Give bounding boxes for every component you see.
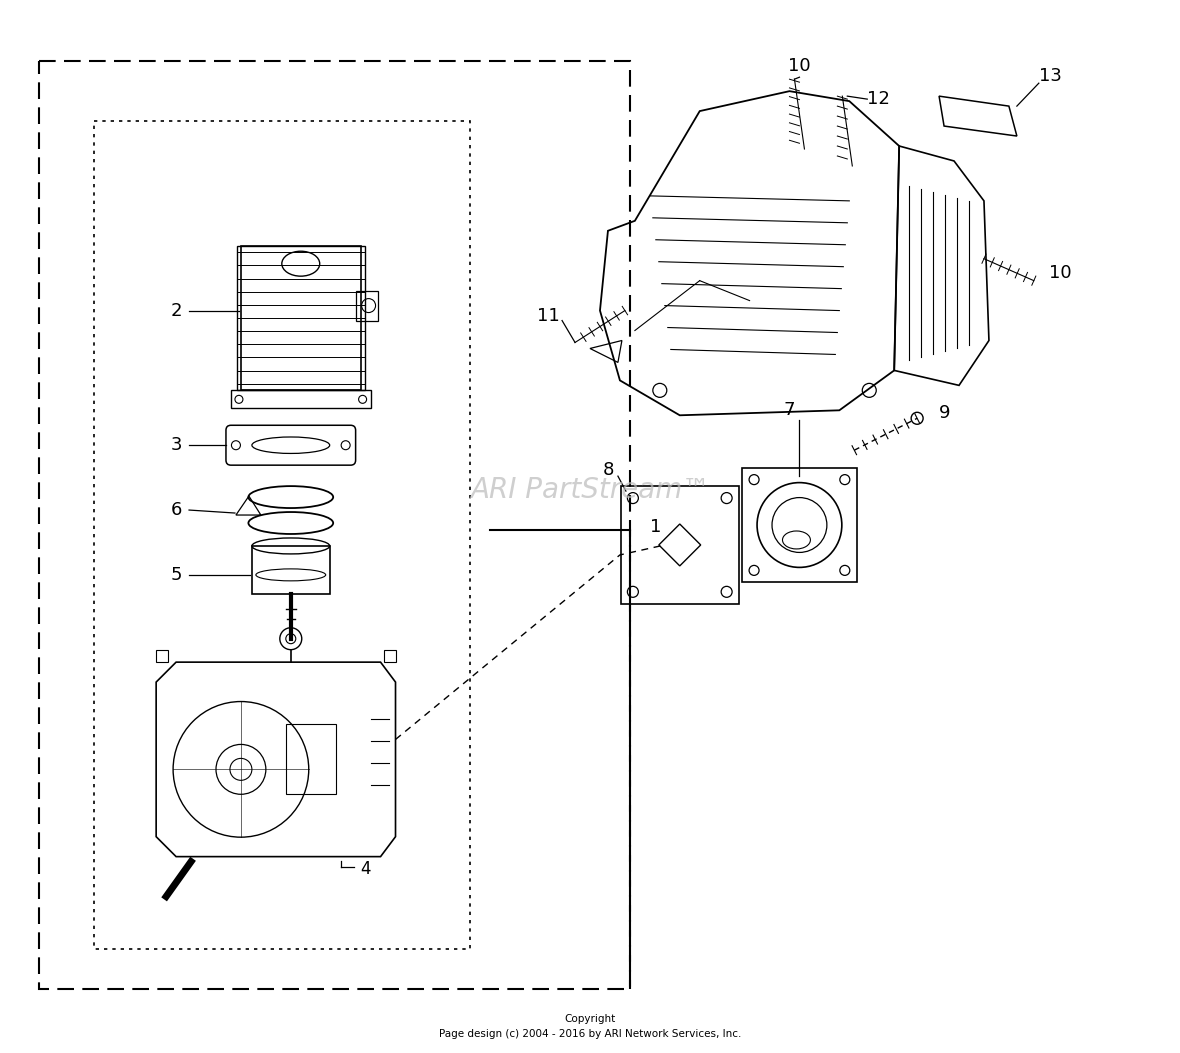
Text: 12: 12 [867, 91, 890, 108]
Text: 6: 6 [170, 501, 182, 519]
Bar [355, 291, 378, 320]
Text: 10: 10 [788, 57, 811, 75]
Bar [251, 545, 329, 594]
Text: 8: 8 [602, 461, 614, 479]
Text: Page design (c) 2004 - 2016 by ARI Network Services, Inc.: Page design (c) 2004 - 2016 by ARI Netwo… [439, 1029, 741, 1038]
Text: 9: 9 [939, 404, 951, 422]
Bar [241, 245, 361, 391]
Text: 11: 11 [537, 306, 560, 324]
Bar [384, 650, 395, 662]
Bar [286, 724, 335, 794]
Text: 13: 13 [1038, 67, 1062, 85]
Text: Copyright: Copyright [564, 1014, 616, 1024]
Text: 4: 4 [361, 860, 371, 878]
Bar [156, 650, 168, 662]
Text: 2: 2 [170, 301, 182, 319]
Bar [742, 468, 857, 582]
Text: 3: 3 [170, 436, 182, 454]
Text: ARI PartStream™: ARI PartStream™ [470, 476, 710, 504]
Bar [237, 245, 365, 391]
Text: 10: 10 [1049, 263, 1071, 281]
Bar [621, 486, 739, 603]
Text: 7: 7 [784, 401, 795, 419]
Text: 5: 5 [170, 565, 182, 583]
Ellipse shape [911, 413, 923, 424]
Text: 1: 1 [650, 518, 661, 536]
Bar [231, 391, 371, 409]
